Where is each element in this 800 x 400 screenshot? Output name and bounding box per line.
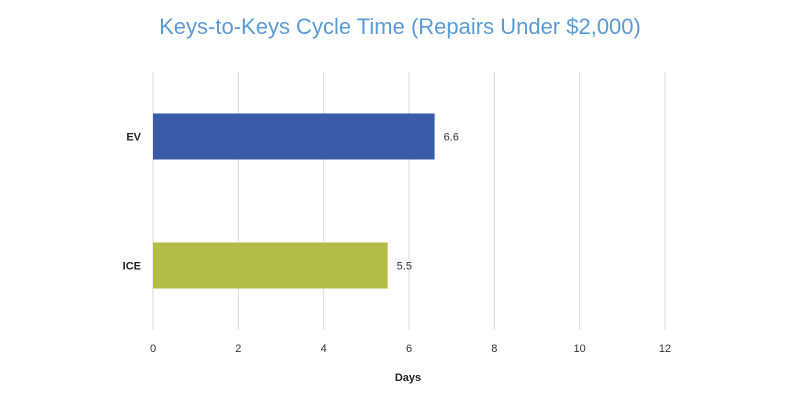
bar-ice	[153, 242, 388, 289]
category-label-ev: EV	[126, 132, 141, 144]
x-tick-label: 6	[406, 343, 412, 355]
category-label-ice: ICE	[123, 261, 141, 273]
data-label-ev: 6.6	[444, 132, 459, 144]
x-axis-title: Days	[395, 372, 421, 384]
chart-title: Keys-to-Keys Cycle Time (Repairs Under $…	[159, 14, 641, 39]
x-tick-label: 0	[150, 343, 156, 355]
category-labels: EV ICE	[123, 132, 142, 273]
bar-ev	[153, 113, 435, 160]
x-tick-labels: 0 2 4 6 8 10 12	[150, 343, 671, 355]
x-tick-label: 4	[321, 343, 327, 355]
x-tick-label: 2	[235, 343, 241, 355]
grid-lines	[152, 72, 666, 330]
data-labels: 6.6 5.5	[397, 132, 459, 273]
bars	[153, 113, 435, 289]
x-tick-label: 8	[491, 343, 497, 355]
data-label-ice: 5.5	[397, 261, 412, 273]
x-tick-label: 10	[574, 343, 586, 355]
x-tick-label: 12	[659, 343, 671, 355]
